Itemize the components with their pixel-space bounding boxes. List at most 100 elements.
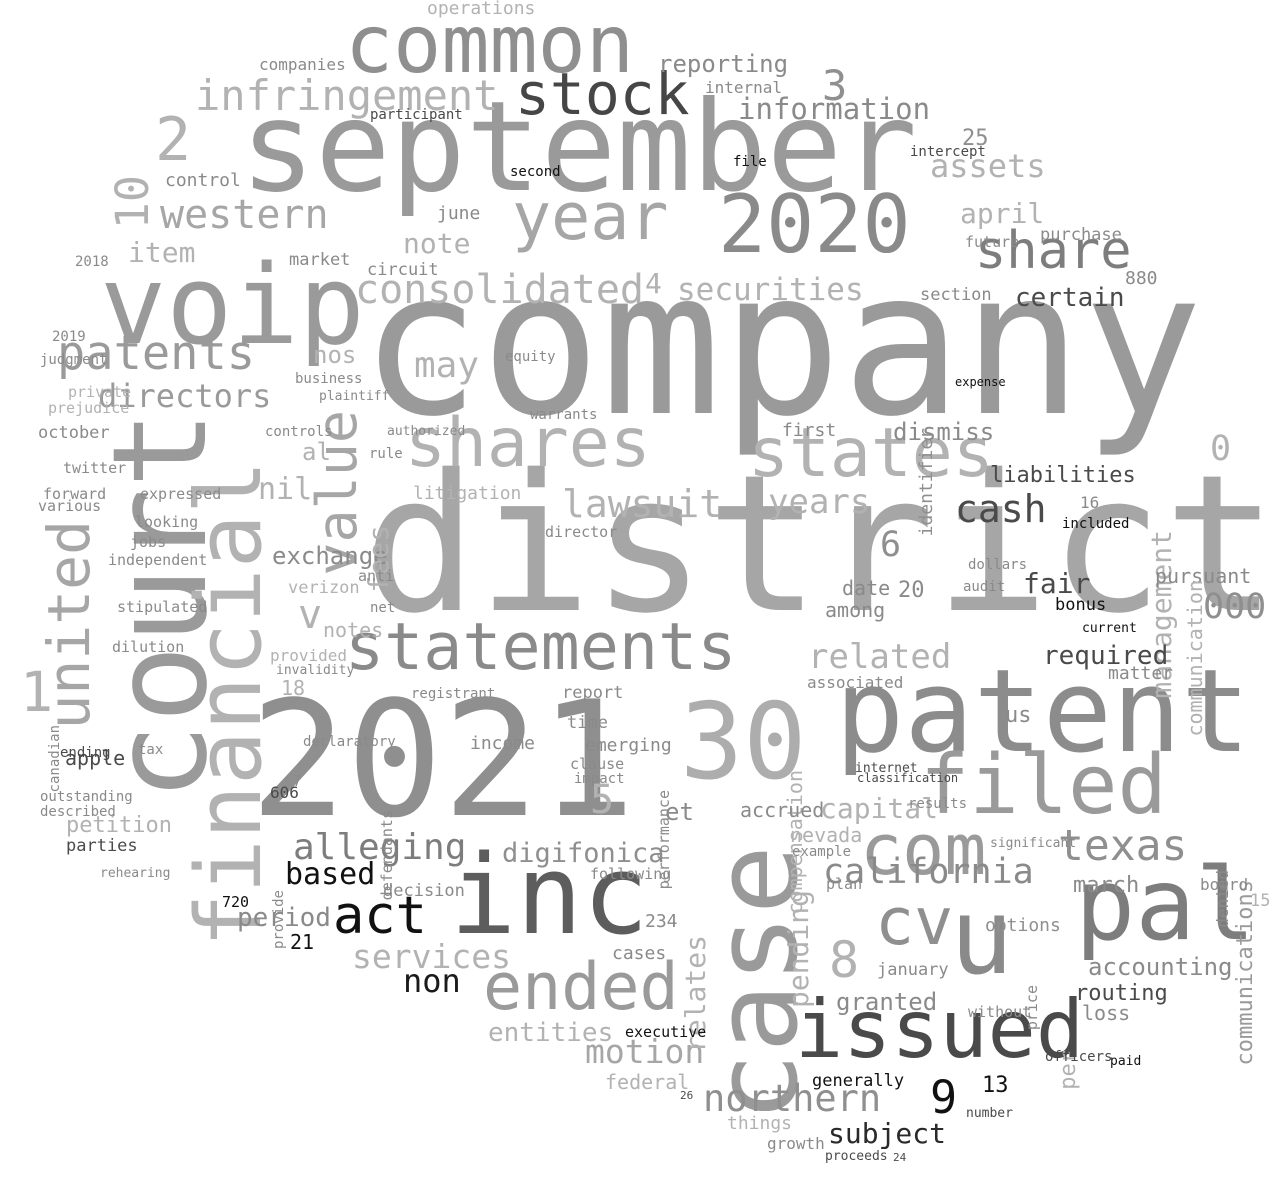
cloud-word: anti bbox=[358, 567, 395, 585]
cloud-word: u bbox=[950, 876, 1014, 998]
cloud-word: nil bbox=[258, 472, 313, 507]
cloud-word: 25 bbox=[962, 126, 989, 151]
cloud-word: 6 bbox=[880, 525, 902, 565]
cloud-word: board bbox=[1200, 875, 1249, 894]
cloud-word: 1 bbox=[20, 660, 54, 724]
cloud-word: accrued bbox=[740, 798, 825, 822]
cloud-word: 880 bbox=[1125, 268, 1158, 289]
cloud-word: first bbox=[782, 420, 837, 441]
cloud-word: future bbox=[965, 233, 1020, 251]
cloud-word: various bbox=[38, 497, 102, 515]
cloud-word: patent bbox=[835, 645, 1251, 779]
cloud-word: participant bbox=[370, 107, 463, 123]
cloud-word: cash bbox=[955, 487, 1047, 531]
cloud-word: capital bbox=[820, 792, 939, 825]
cloud-word: cv bbox=[875, 885, 954, 960]
cloud-word: january bbox=[877, 960, 949, 980]
cloud-word: al bbox=[302, 438, 331, 466]
cloud-word: jobs bbox=[130, 533, 167, 551]
cloud-word: following bbox=[590, 865, 672, 883]
cloud-word: internal bbox=[705, 78, 783, 97]
cloud-word: securities bbox=[677, 272, 864, 308]
cloud-word: verizon bbox=[288, 578, 360, 598]
cloud-word: 2018 bbox=[75, 254, 109, 270]
cloud-word: 4 bbox=[645, 267, 662, 300]
cloud-word: number bbox=[966, 1106, 1013, 1121]
cloud-word: exchange bbox=[272, 542, 388, 570]
cloud-word: date bbox=[842, 576, 891, 600]
cloud-word: patents bbox=[57, 326, 256, 381]
cloud-word: judgment bbox=[40, 352, 108, 368]
cloud-word: impact bbox=[574, 771, 625, 787]
cloud-word: outstanding bbox=[40, 789, 133, 805]
cloud-word: communication bbox=[1183, 580, 1207, 737]
cloud-word: provide bbox=[271, 890, 287, 950]
cloud-word: internet bbox=[855, 761, 918, 776]
cloud-word: nevada bbox=[790, 823, 863, 847]
cloud-word: clause bbox=[570, 755, 625, 773]
cloud-word: things bbox=[727, 1113, 793, 1134]
cloud-word: routing bbox=[1075, 981, 1168, 1006]
cloud-word: among bbox=[825, 598, 886, 622]
cloud-word: options bbox=[985, 915, 1061, 936]
cloud-word: rehearing bbox=[100, 866, 171, 881]
cloud-word: 3 bbox=[822, 61, 848, 110]
cloud-word: years bbox=[768, 482, 871, 522]
cloud-word: expense bbox=[955, 375, 1006, 389]
cloud-word: prejudice bbox=[48, 399, 130, 417]
cloud-word: described bbox=[40, 804, 116, 820]
cloud-word: infringement bbox=[195, 71, 499, 120]
cloud-word: stipulated bbox=[117, 598, 208, 616]
cloud-word: canadian bbox=[47, 725, 63, 793]
cloud-word: denied bbox=[1213, 870, 1232, 928]
cloud-word: independent bbox=[108, 551, 208, 569]
cloud-word: 13 bbox=[982, 1073, 1009, 1098]
cloud-word: notes bbox=[323, 618, 384, 642]
cloud-word: issued bbox=[795, 983, 1084, 1076]
cloud-word: western bbox=[160, 192, 329, 238]
cloud-word: pal bbox=[1075, 846, 1256, 963]
cloud-word: 20 bbox=[898, 578, 925, 603]
cloud-word: private bbox=[68, 383, 132, 401]
cloud-word: without bbox=[968, 1003, 1032, 1021]
cloud-word: registrant bbox=[411, 686, 496, 702]
cloud-word: associated bbox=[807, 673, 904, 692]
cloud-word: alleging bbox=[293, 827, 467, 868]
cloud-word: tax bbox=[138, 742, 164, 758]
cloud-word: subject bbox=[828, 1117, 947, 1150]
cloud-word: second bbox=[510, 164, 561, 180]
cloud-word: time bbox=[567, 713, 608, 733]
cloud-word: audit bbox=[963, 579, 1006, 595]
cloud-word: 606 bbox=[270, 783, 299, 802]
cloud-word: purchase bbox=[1040, 225, 1122, 245]
cloud-word: section bbox=[920, 285, 992, 305]
cloud-word: 9 bbox=[930, 1071, 958, 1124]
cloud-word: control bbox=[165, 170, 241, 191]
cloud-word: filed bbox=[920, 738, 1167, 833]
cloud-word: district bbox=[362, 434, 1278, 655]
cloud-word: apple bbox=[65, 746, 126, 770]
cloud-word: 2020 bbox=[718, 178, 911, 271]
cloud-word: lawsuit bbox=[562, 482, 723, 526]
cloud-word: california bbox=[823, 852, 1034, 892]
cloud-word: 2 bbox=[155, 105, 192, 175]
cloud-word: invalidity bbox=[276, 663, 355, 678]
cloud-word: company bbox=[360, 228, 1203, 461]
cloud-word: dollars bbox=[968, 557, 1028, 573]
cloud-word: services bbox=[352, 937, 511, 976]
cloud-word: certain bbox=[1015, 283, 1125, 313]
cloud-word: digifonica bbox=[502, 838, 665, 869]
cloud-word: 10 bbox=[106, 175, 159, 230]
cloud-word: file bbox=[733, 154, 767, 170]
cloud-word: directors bbox=[98, 377, 272, 415]
cloud-word: item bbox=[128, 236, 196, 269]
cloud-word: net bbox=[370, 600, 396, 616]
cloud-word: consolidated bbox=[355, 267, 644, 313]
cloud-word: petition bbox=[66, 813, 172, 838]
cloud-word: texas bbox=[1058, 821, 1188, 871]
cloud-word: act bbox=[333, 886, 427, 946]
cloud-word: expressed bbox=[140, 485, 222, 503]
cloud-word: cases bbox=[612, 943, 667, 964]
cloud-word: fair bbox=[1023, 567, 1091, 600]
